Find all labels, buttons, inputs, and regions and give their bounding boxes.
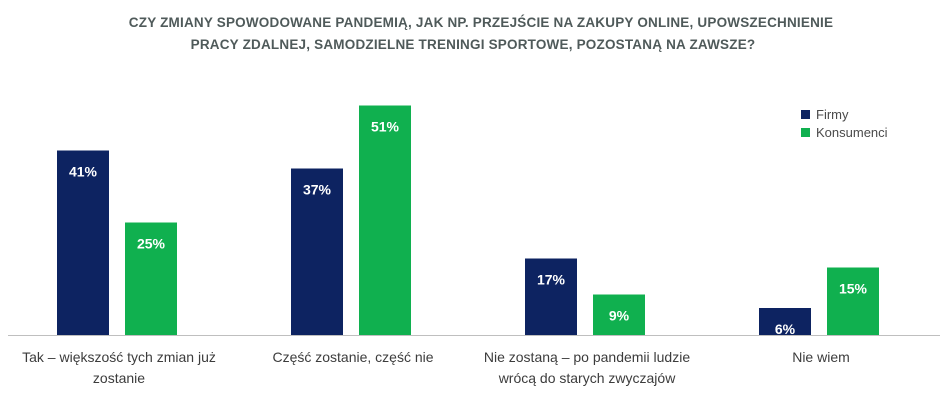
legend-swatch-firmy bbox=[801, 110, 810, 119]
data-label-firmy-2: 37% bbox=[303, 182, 332, 198]
data-label-konsumenci-1: 25% bbox=[137, 236, 166, 252]
bar-firmy-1 bbox=[57, 150, 109, 335]
data-label-firmy-4: 6% bbox=[775, 321, 796, 337]
legend-swatch-konsumenci bbox=[801, 128, 810, 137]
bar-firmy-4 bbox=[759, 308, 811, 335]
legend-label-firmy: Firmy bbox=[816, 107, 849, 122]
category-label-2: Część zostanie, część nie bbox=[272, 349, 434, 365]
bar-firmy-3 bbox=[525, 258, 577, 335]
chart-title-line-2: pracy zdalnej, samodzielne treningi spor… bbox=[190, 37, 756, 52]
data-label-konsumenci-4: 15% bbox=[839, 281, 868, 297]
bar-konsumenci-2 bbox=[359, 105, 411, 335]
bar-konsumenci-3 bbox=[593, 294, 645, 335]
data-label-firmy-3: 17% bbox=[537, 272, 566, 288]
data-label-konsumenci-2: 51% bbox=[371, 119, 400, 135]
category-label-4: Nie wiem bbox=[792, 349, 850, 365]
data-label-konsumenci-3: 9% bbox=[609, 308, 630, 324]
chart-title: Czy zmiany spowodowane pandemią, jak np.… bbox=[0, 12, 946, 56]
bar-konsumenci-1 bbox=[125, 222, 177, 335]
bar-konsumenci-4 bbox=[827, 267, 879, 335]
category-label-1: Tak – większość tych zmian już zostanie bbox=[22, 349, 216, 386]
bar-firmy-2 bbox=[291, 168, 343, 335]
legend-label-konsumenci: Konsumenci bbox=[816, 125, 888, 140]
category-label-3: Nie zostaną – po pandemii ludzie wrócą d… bbox=[483, 349, 691, 386]
data-label-firmy-1: 41% bbox=[69, 164, 98, 180]
chart-title-line-1: Czy zmiany spowodowane pandemią, jak np.… bbox=[128, 15, 834, 30]
